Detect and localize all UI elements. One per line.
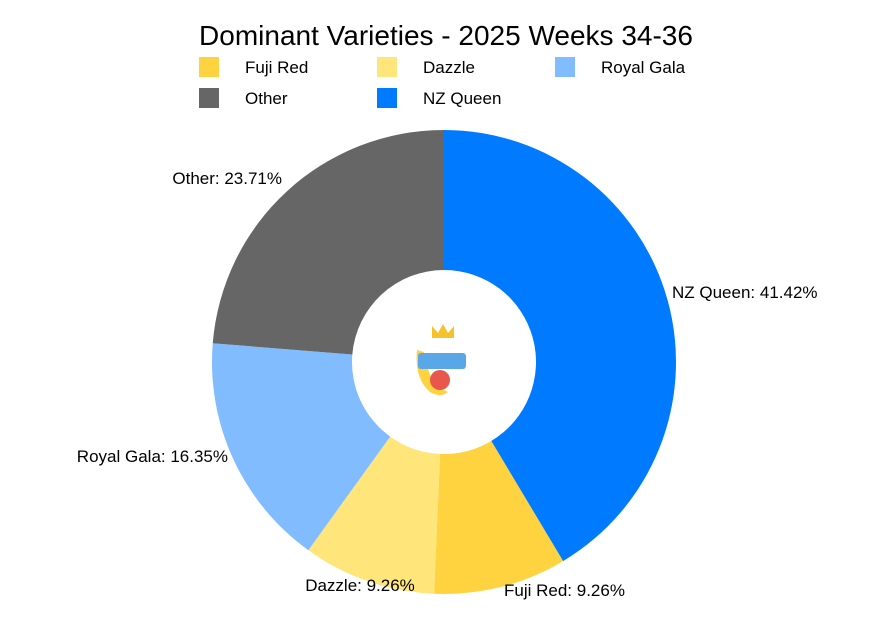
slice-royal-gala [212,343,391,551]
legend-item-fuji-red: Fuji Red [199,57,308,77]
legend-label: Dazzle [423,58,475,77]
legend-swatch [555,57,575,77]
legend: Fuji Red Dazzle Royal Gala Other NZ Queen [199,57,686,108]
slice-dazzle [308,436,441,594]
slice-label-royal-gala: Royal Gala: 16.35% [77,447,228,466]
legend-label: Other [245,89,288,108]
legend-swatch [377,88,397,108]
legend-label: Royal Gala [601,58,686,77]
chart-title: Dominant Varieties - 2025 Weeks 34-36 [199,20,693,51]
slice-nz-queen [444,130,676,562]
slice-label-dazzle: Dazzle: 9.26% [305,576,415,595]
legend-swatch [199,88,219,108]
legend-item-dazzle: Dazzle [377,57,475,77]
slice-label-fuji-red: Fuji Red: 9.26% [504,581,625,600]
fruit-kings-logo-icon [416,324,466,395]
legend-item-other: Other [199,88,288,108]
legend-item-royal-gala: Royal Gala [555,57,686,77]
legend-label: NZ Queen [423,89,501,108]
legend-swatch [377,57,397,77]
donut-slices [212,130,676,594]
slice-label-nz-queen: NZ Queen: 41.42% [672,283,818,302]
slice-labels: NZ Queen: 41.42% Fuji Red: 9.26% Dazzle: 9… [77,169,818,600]
legend-label: Fuji Red [245,58,308,77]
legend-item-nz-queen: NZ Queen [377,88,501,108]
slice-other [212,130,444,355]
slice-fuji-red [434,440,564,594]
legend-swatch [199,57,219,77]
slice-label-other: Other: 23.71% [172,169,282,188]
